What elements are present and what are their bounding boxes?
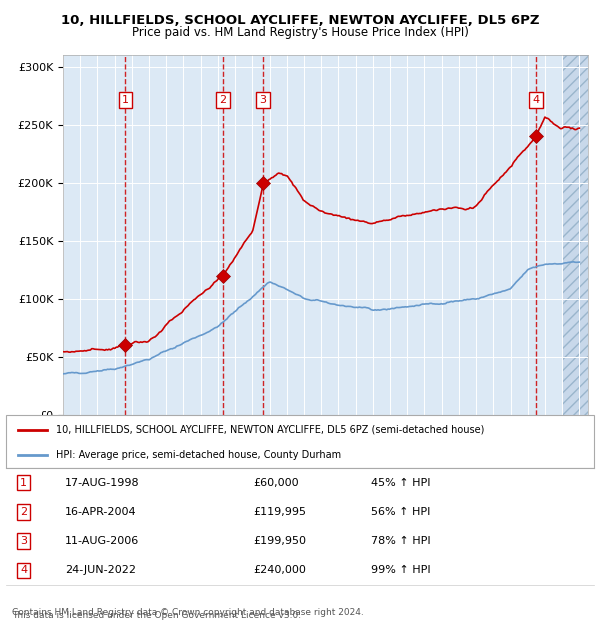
Text: Contains HM Land Registry data © Crown copyright and database right 2024.: Contains HM Land Registry data © Crown c… xyxy=(12,608,364,617)
Text: £240,000: £240,000 xyxy=(253,565,306,575)
Text: 4: 4 xyxy=(20,565,27,575)
Text: 99% ↑ HPI: 99% ↑ HPI xyxy=(371,565,430,575)
Text: 10, HILLFIELDS, SCHOOL AYCLIFFE, NEWTON AYCLIFFE, DL5 6PZ: 10, HILLFIELDS, SCHOOL AYCLIFFE, NEWTON … xyxy=(61,14,539,27)
Text: HPI: Average price, semi-detached house, County Durham: HPI: Average price, semi-detached house,… xyxy=(56,450,341,460)
Text: 2: 2 xyxy=(20,507,27,517)
Text: 3: 3 xyxy=(20,536,27,546)
Text: 1: 1 xyxy=(122,95,129,105)
Text: 24-JUN-2022: 24-JUN-2022 xyxy=(65,565,136,575)
Text: 1: 1 xyxy=(20,477,27,487)
Text: 4: 4 xyxy=(532,95,539,105)
Bar xyxy=(562,55,588,415)
Text: Price paid vs. HM Land Registry's House Price Index (HPI): Price paid vs. HM Land Registry's House … xyxy=(131,26,469,39)
Text: £199,950: £199,950 xyxy=(253,536,306,546)
Text: £119,995: £119,995 xyxy=(253,507,306,517)
Text: 17-AUG-1998: 17-AUG-1998 xyxy=(65,477,139,487)
Text: 16-APR-2004: 16-APR-2004 xyxy=(65,507,136,517)
Bar xyxy=(562,55,588,415)
Text: 2: 2 xyxy=(220,95,226,105)
Text: 56% ↑ HPI: 56% ↑ HPI xyxy=(371,507,430,517)
Text: 78% ↑ HPI: 78% ↑ HPI xyxy=(371,536,430,546)
Text: 3: 3 xyxy=(260,95,266,105)
Text: 10, HILLFIELDS, SCHOOL AYCLIFFE, NEWTON AYCLIFFE, DL5 6PZ (semi-detached house): 10, HILLFIELDS, SCHOOL AYCLIFFE, NEWTON … xyxy=(56,425,484,435)
Text: This data is licensed under the Open Government Licence v3.0.: This data is licensed under the Open Gov… xyxy=(12,611,301,620)
Text: 45% ↑ HPI: 45% ↑ HPI xyxy=(371,477,430,487)
Text: £60,000: £60,000 xyxy=(253,477,299,487)
Text: 11-AUG-2006: 11-AUG-2006 xyxy=(65,536,139,546)
